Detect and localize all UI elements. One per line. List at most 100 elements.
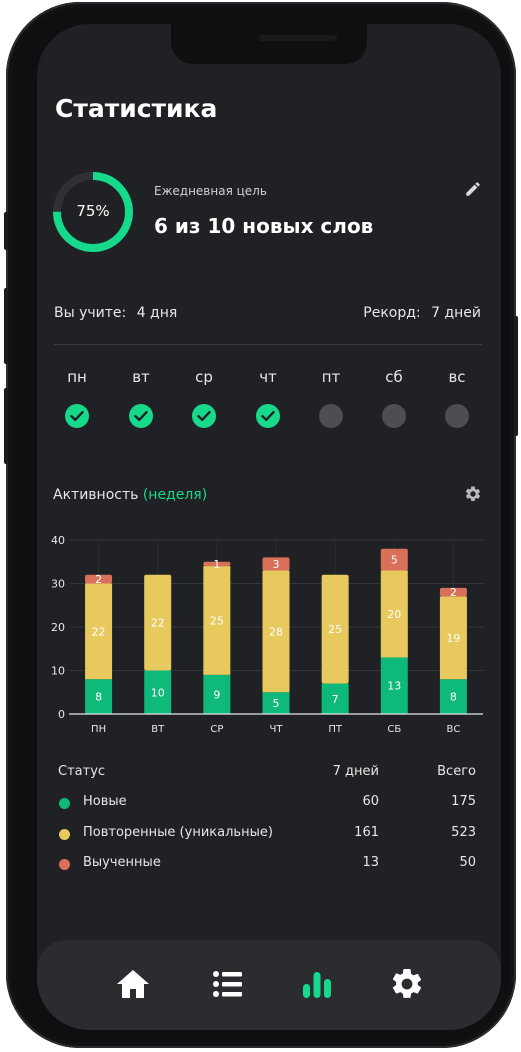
y-tick-label: 20 [51,621,65,634]
status-name: Повторенные (уникальные) [83,825,273,840]
bar-value-label: 13 [387,680,401,693]
bar-value-label: 5 [391,554,398,567]
y-tick-label: 30 [51,578,65,591]
app-screen: Статистика 75% Ежедневная цель 6 из 10 н… [37,24,501,1030]
check-icon [134,411,148,421]
status-color-dot [59,798,70,809]
week-column-header: 7 дней [332,764,379,779]
bar-segment-Повторенные (уникальные) [439,596,467,680]
week-day-label: чт [259,368,277,386]
y-tick-label: 0 [58,708,65,721]
bar-value-label: 8 [95,691,102,704]
list-icon[interactable] [210,966,246,1002]
y-tick-label: 10 [51,665,65,678]
bar-value-label: 20 [387,608,401,621]
y-tick-label: 40 [51,534,65,547]
volume-up-button [4,288,8,364]
bar-segment-Новые [144,670,172,714]
day-complete-indicator [65,404,89,428]
week-day-label: пт [321,368,341,386]
x-tick-label: ЧТ [270,724,284,735]
status-color-dot [59,829,70,840]
week-count: 13 [362,855,379,870]
bar-segment-Новые [321,683,349,714]
daily-goal-label: Ежедневная цель [154,184,267,198]
week-day-label: ср [195,368,213,386]
current-streak-label: Вы учите: [54,305,127,321]
week-day-1: вт [121,368,161,428]
bar-value-label: 19 [446,632,460,645]
x-tick-label: ПН [91,724,106,735]
status-column-header: Статус [58,764,106,779]
gear-icon[interactable] [464,485,482,503]
activity-chart: 0102030408222ПН1022ВТ9251СР5283ЧТ725ПТ13… [51,534,483,735]
x-tick-label: СБ [387,724,401,735]
check-icon [261,411,275,421]
total-count: 523 [451,825,476,840]
activity-title: Активность (неделя) [53,487,207,503]
bar-segment-Новые [380,657,408,714]
day-pending-indicator [382,404,406,428]
x-tick-label: ПТ [328,724,343,735]
activity-title-label: Активность [53,487,139,503]
bar-value-label: 2 [95,573,102,586]
record-streak-value: 7 дней [431,305,481,321]
speaker-grille [259,35,337,41]
status-name: Новые [83,794,127,809]
day-complete-indicator [192,404,216,428]
daily-goal-progress-arc [53,172,133,252]
mute-switch [4,212,8,250]
notch [171,24,367,64]
bottom-navigation [37,940,501,1030]
record-streak: Рекорд: 7 дней [363,305,481,321]
daily-goal-percent: 75% [76,202,110,220]
x-tick-label: ВТ [151,724,165,735]
bar-segment-Выученные [380,548,408,571]
week-day-4: пт [311,368,351,428]
bar-value-label: 5 [273,697,280,710]
x-tick-label: ВС [447,724,461,735]
bar-segment-Повторенные (уникальные) [85,583,113,680]
settings-icon[interactable] [389,966,425,1002]
bar-segment-Выученные [439,587,467,597]
divider [54,344,482,345]
check-icon [197,411,211,421]
bar-value-label: 25 [210,614,224,627]
home-icon[interactable] [115,966,151,1002]
bar-value-label: 2 [450,586,457,599]
daily-goal-ring [53,172,133,252]
daily-goal-value: 6 из 10 новых слов [154,214,374,238]
day-complete-indicator [256,404,280,428]
day-pending-indicator [319,404,343,428]
week-day-label: сб [385,368,403,386]
status-color-dot [59,859,70,870]
bar-segment-Выученные [262,557,290,571]
current-streak-value: 4 дня [136,305,178,321]
bar-value-label: 7 [332,693,339,706]
bar-value-label: 8 [450,691,457,704]
bar-value-label: 9 [213,688,220,701]
total-count: 50 [459,855,476,870]
check-icon [70,411,84,421]
week-day-label: вс [448,368,466,386]
total-count: 175 [451,794,476,809]
week-day-label: вт [132,368,150,386]
week-day-2: ср [184,368,224,428]
bar-segment-Повторенные (уникальные) [262,570,290,693]
bar-segment-Выученные [85,574,113,584]
bar-value-label: 22 [151,617,165,630]
total-column-header: Всего [437,764,476,779]
status-name: Выученные [83,855,161,870]
day-complete-indicator [129,404,153,428]
bar-value-label: 10 [151,686,165,699]
x-tick-label: СР [210,724,223,735]
bar-segment-Выученные [203,561,231,567]
stats-icon[interactable] [299,966,335,1002]
week-day-5: сб [374,368,414,428]
week-day-6: вс [437,368,477,428]
bar-segment-Повторенные (уникальные) [203,566,231,675]
bar-segment-Повторенные (уникальные) [380,570,408,658]
pencil-icon[interactable] [464,180,482,198]
record-streak-label: Рекорд: [363,305,421,321]
week-count: 60 [362,794,379,809]
